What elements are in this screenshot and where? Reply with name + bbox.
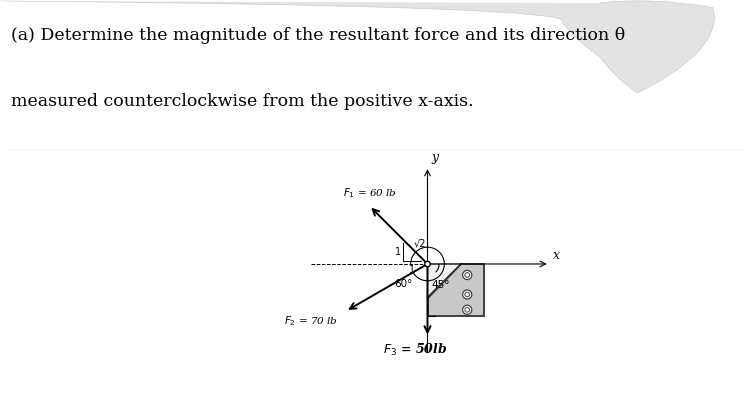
Text: √2: √2 [413,239,426,249]
Text: (a) Determine the magnitude of the resultant force and its direction θ: (a) Determine the magnitude of the resul… [11,27,626,44]
PathPatch shape [562,1,714,93]
Polygon shape [427,264,461,297]
Text: 1: 1 [410,265,416,275]
Text: 45°: 45° [432,281,450,290]
Circle shape [463,270,472,280]
Circle shape [424,261,430,267]
Text: $F_3$ = 50lb: $F_3$ = 50lb [383,342,448,358]
Text: measured counterclockwise from the positive x-axis.: measured counterclockwise from the posit… [11,93,474,110]
Polygon shape [427,264,484,316]
Circle shape [465,292,470,297]
Circle shape [463,305,472,314]
Text: $F_1$ = 60 lb: $F_1$ = 60 lb [344,186,398,200]
Text: 1: 1 [394,247,400,257]
Circle shape [463,290,472,299]
Text: x: x [553,249,560,262]
Text: $F_2$ = 70 lb: $F_2$ = 70 lb [284,314,338,328]
Text: y: y [431,151,438,164]
Circle shape [465,273,470,277]
Circle shape [465,307,470,312]
Text: 60°: 60° [394,279,412,288]
